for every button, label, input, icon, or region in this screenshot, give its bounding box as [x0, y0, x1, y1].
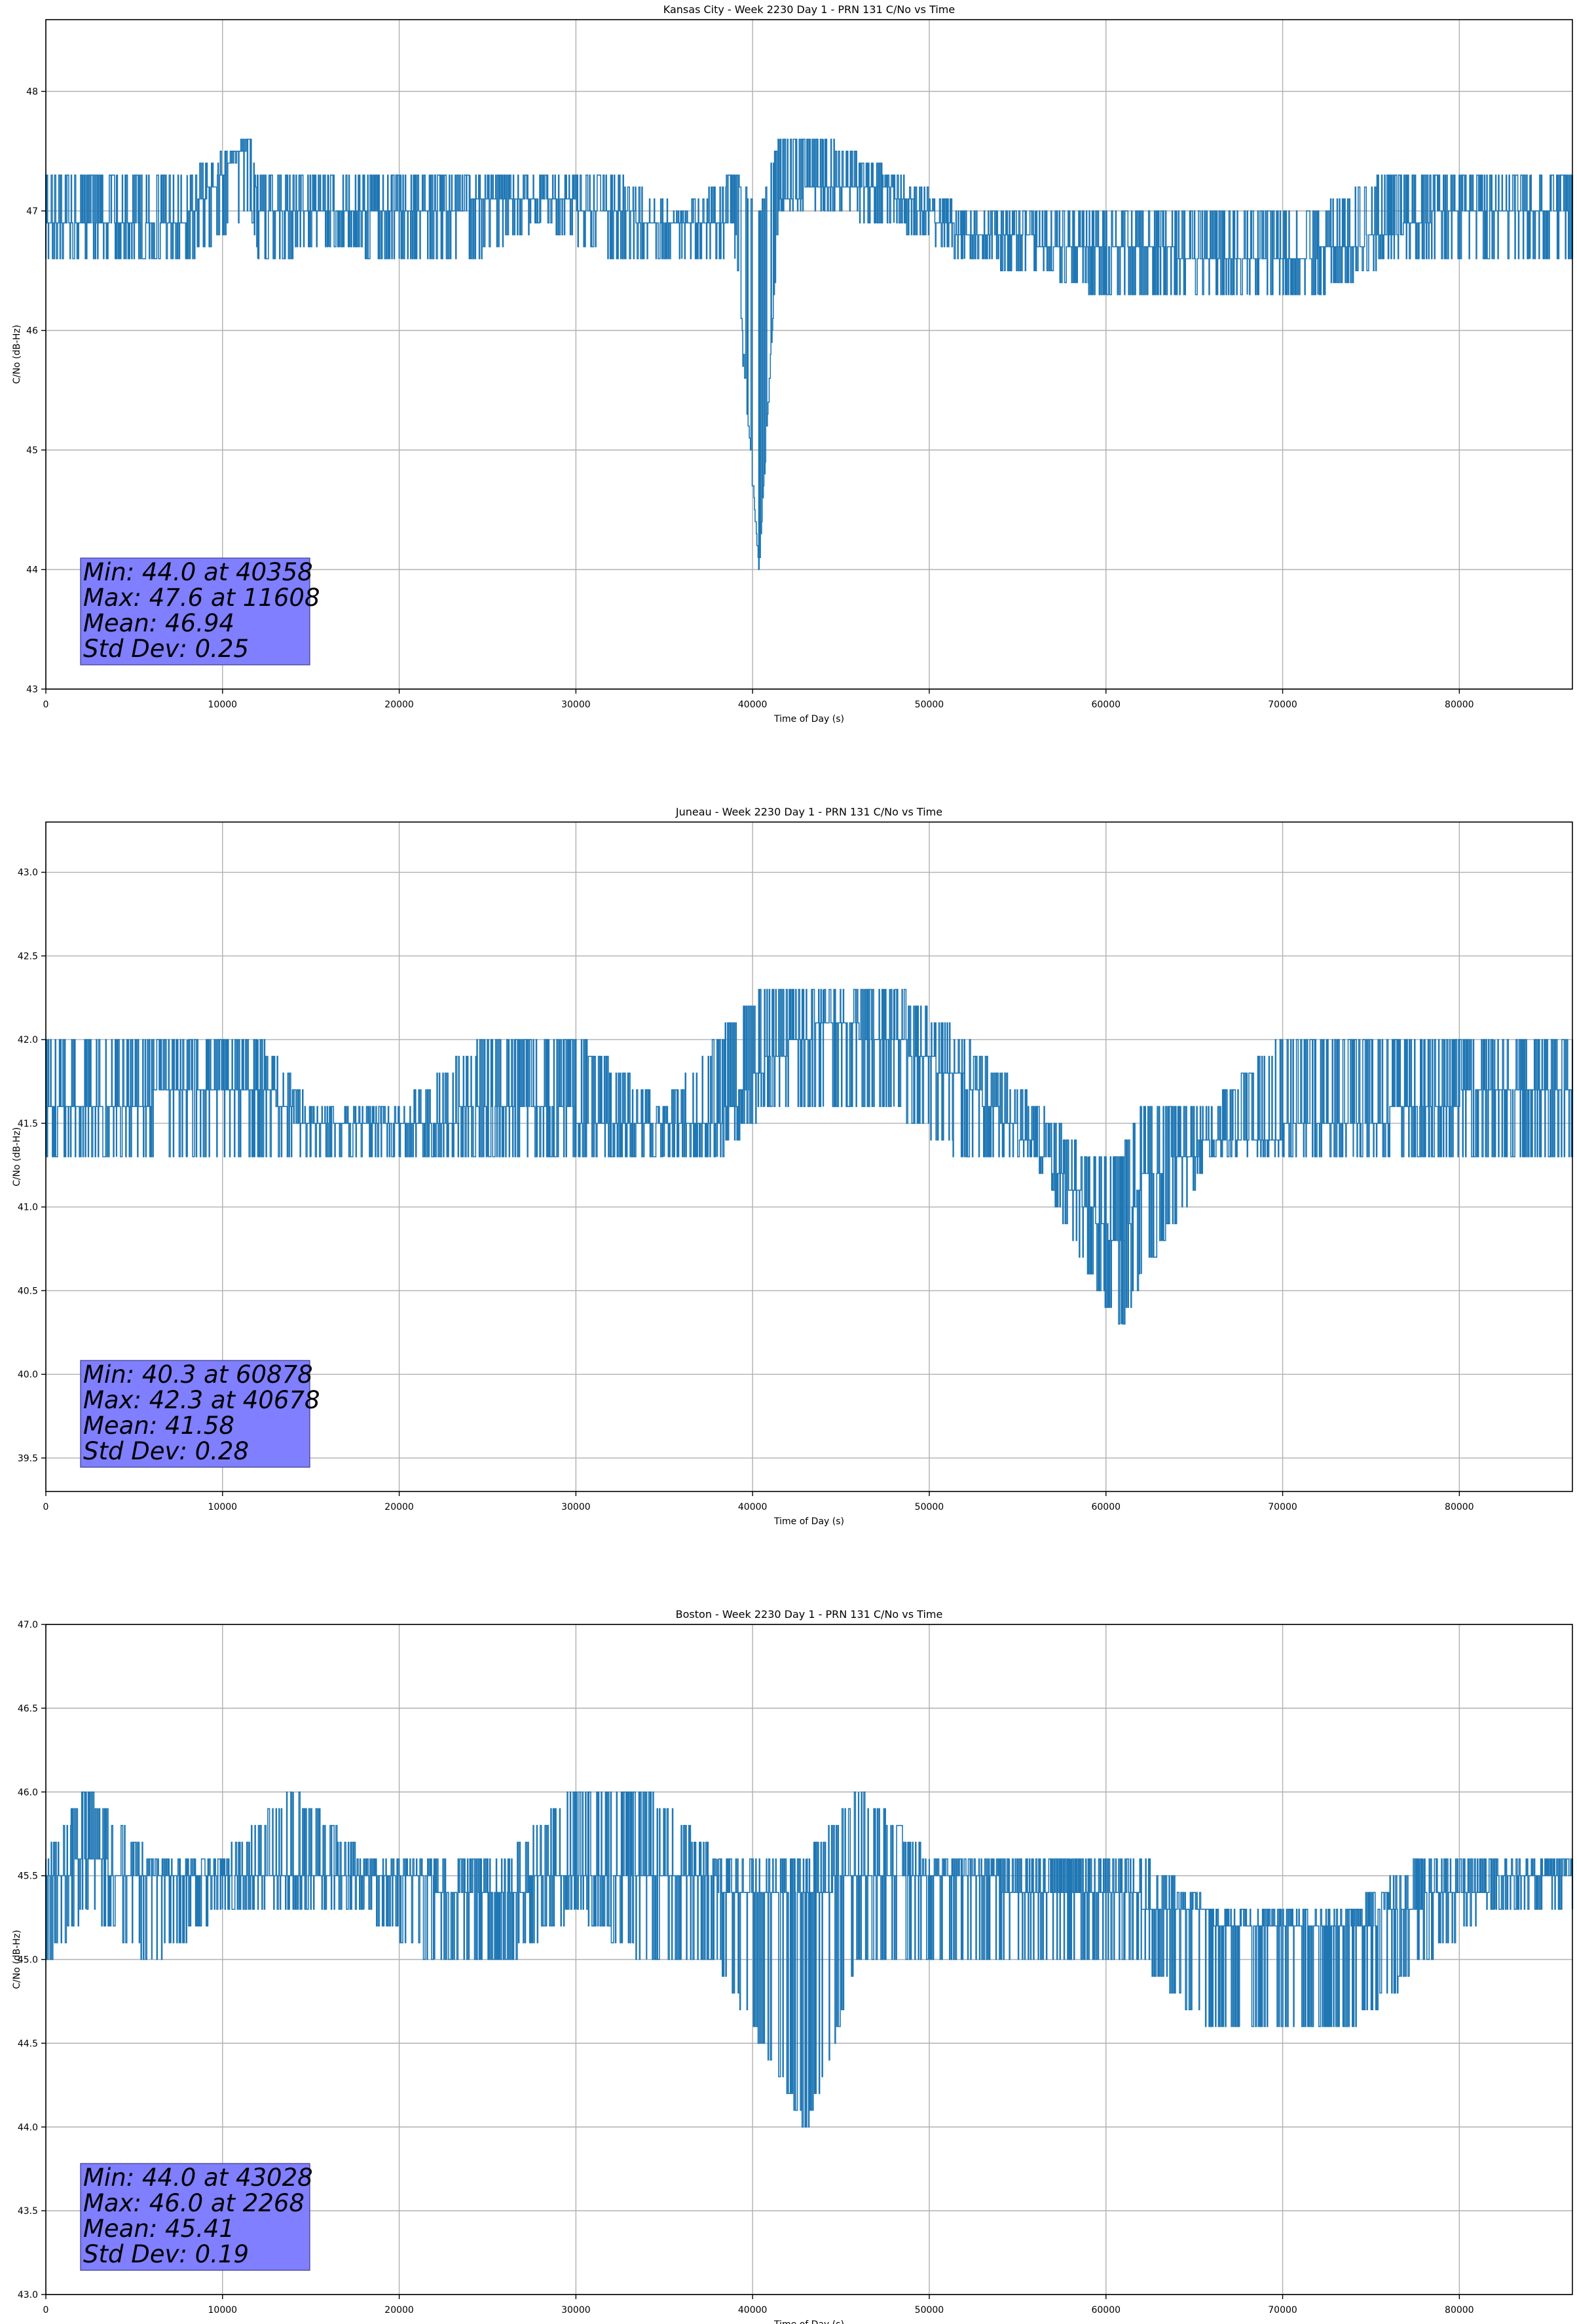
x-tick-label: 0: [43, 700, 49, 710]
x-tick-label: 30000: [561, 1502, 591, 1512]
stats-line: Std Dev: 0.19: [83, 2240, 249, 2268]
stats-line: Std Dev: 0.28: [83, 1437, 249, 1465]
x-axis-label: Time of Day (s): [773, 2319, 844, 2324]
y-tick-label: 42.0: [18, 1035, 38, 1045]
stats-line: Max: 46.0 at 2268: [83, 2189, 305, 2217]
x-tick-label: 80000: [1445, 1502, 1474, 1512]
x-tick-label: 80000: [1445, 2305, 1474, 2315]
y-tick-label: 39.5: [18, 1453, 38, 1464]
chart-2: 0 10000 20000 30000 40000 50000 60000 70000 8000…: [12, 806, 1574, 1527]
y-tick-label: 47.0: [18, 1620, 38, 1630]
y-tick-label: 47: [26, 206, 38, 217]
data-series-line: [46, 988, 1573, 1325]
chart-title: Boston - Week 2230 Day 1 - PRN 131 C/No …: [676, 1608, 943, 1621]
y-tick-label: 40.0: [18, 1370, 38, 1380]
stats-line: Min: 44.0 at 43028: [83, 2164, 313, 2192]
x-axis-label: Time of Day (s): [773, 1516, 844, 1527]
x-tick-label: 80000: [1445, 700, 1474, 710]
stats-line: Mean: 41.58: [83, 1412, 234, 1440]
stats-line: Mean: 45.41: [83, 2215, 234, 2243]
y-axis-label: C/No (dB-Hz): [12, 325, 22, 384]
y-tick-label: 45: [26, 445, 38, 456]
stats-line: Min: 40.3 at 60878: [83, 1360, 313, 1389]
stats-line: Min: 44.0 at 40358: [83, 558, 313, 586]
y-tick-label: 41.0: [18, 1203, 38, 1213]
chart-3: 0 10000 20000 30000 40000 50000 60000 70000 8000…: [12, 1608, 1574, 2324]
chart-title: Juneau - Week 2230 Day 1 - PRN 131 C/No …: [675, 806, 942, 818]
x-tick-label: 50000: [915, 700, 944, 710]
y-tick-label: 42.5: [18, 951, 38, 962]
x-tick-label: 10000: [208, 1502, 238, 1512]
y-tick-label: 44.5: [18, 2038, 38, 2049]
x-tick-label: 60000: [1091, 1502, 1121, 1512]
x-tick-label: 50000: [915, 1502, 944, 1512]
y-tick-label: 46.5: [18, 1704, 38, 1714]
stats-line: Std Dev: 0.25: [83, 635, 249, 663]
y-tick-label: 43.0: [18, 2290, 38, 2300]
y-axis-label: C/No (dB-Hz): [12, 1930, 22, 1989]
data-series-line: [46, 138, 1572, 571]
chart-title: Kansas City - Week 2230 Day 1 - PRN 131 …: [663, 3, 955, 16]
x-tick-label: 70000: [1268, 2305, 1297, 2315]
stats-line: Max: 47.6 at 11608: [83, 584, 320, 612]
x-tick-label: 40000: [738, 1502, 768, 1512]
stats-line: Mean: 46.94: [83, 609, 234, 637]
y-tick-label: 45.0: [18, 1955, 38, 1966]
x-tick-label: 0: [43, 1502, 49, 1512]
y-tick-label: 43.5: [18, 2206, 38, 2217]
stats-box: [80, 2163, 310, 2271]
y-tick-label: 43: [26, 684, 38, 695]
x-tick-label: 60000: [1091, 700, 1121, 710]
x-tick-label: 70000: [1268, 1502, 1297, 1512]
y-tick-label: 46.0: [18, 1788, 38, 1798]
x-tick-label: 50000: [915, 2305, 944, 2315]
chart-1: 0 10000 20000 30000 40000 50000 60000 70000 8000…: [12, 3, 1574, 724]
y-axis-label: C/No (dB-Hz): [12, 1127, 22, 1186]
x-tick-label: 40000: [738, 2305, 768, 2315]
y-tick-label: 48: [26, 87, 38, 98]
x-tick-label: 60000: [1091, 2305, 1121, 2315]
stats-box: [80, 1360, 310, 1468]
data-series-line: [46, 1791, 1573, 2128]
y-tick-label: 46: [26, 326, 38, 337]
y-tick-label: 43.0: [18, 868, 38, 878]
x-tick-label: 70000: [1268, 700, 1297, 710]
x-tick-label: 0: [43, 2305, 49, 2315]
y-tick-label: 41.5: [18, 1119, 38, 1129]
y-tick-label: 44.0: [18, 2122, 38, 2133]
x-tick-label: 20000: [384, 1502, 414, 1512]
x-tick-label: 30000: [561, 700, 591, 710]
stats-line: Max: 42.3 at 40678: [83, 1386, 320, 1414]
x-tick-label: 20000: [384, 700, 414, 710]
x-tick-label: 20000: [384, 2305, 414, 2315]
x-tick-label: 10000: [208, 2305, 238, 2315]
x-tick-label: 40000: [738, 700, 768, 710]
y-tick-label: 44: [26, 565, 38, 576]
y-tick-label: 45.5: [18, 1871, 38, 1882]
stats-box: [80, 557, 310, 665]
y-tick-label: 40.5: [18, 1286, 38, 1296]
x-tick-label: 10000: [208, 700, 238, 710]
axes-frame: [45, 821, 1573, 1492]
x-axis-label: Time of Day (s): [773, 714, 844, 724]
axes-frame: [45, 19, 1573, 690]
x-tick-label: 30000: [561, 2305, 591, 2315]
